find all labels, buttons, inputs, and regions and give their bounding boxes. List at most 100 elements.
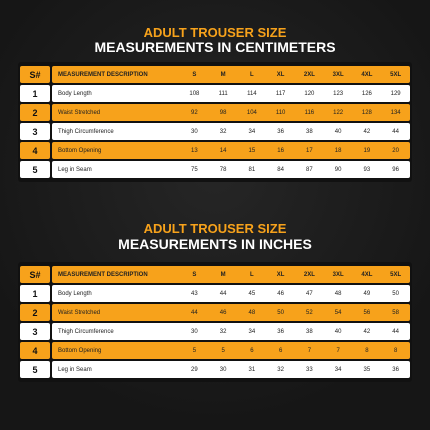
value-cell: 42: [363, 328, 371, 335]
header-cell: 3XL: [332, 71, 344, 78]
table-row: 5 Leg in Seam 75 78 81 84 87 90 93 96: [20, 161, 410, 178]
value-cell: 122: [333, 109, 344, 116]
row-number: 4: [20, 142, 50, 159]
header-cell: S: [192, 71, 197, 78]
header-cell: 4XL: [361, 271, 373, 278]
table-subtitle: MEASUREMENTS IN CENTIMETERS: [94, 39, 336, 55]
header-cell: MEASUREMENT DESCRIPTION: [58, 71, 148, 78]
value-cell: 45: [248, 290, 256, 297]
value-cell: 44: [191, 309, 198, 316]
header-cell: L: [250, 71, 254, 78]
value-cell: 32: [219, 128, 227, 135]
description-cell: Body Length: [58, 90, 92, 97]
table-row: 3 Thigh Circumference 30 32 34 36 38 40 42 44: [20, 323, 410, 340]
value-cell: 110: [275, 109, 286, 116]
value-cell: 52: [306, 309, 313, 316]
value-cell: 49: [363, 290, 371, 297]
value-cell: 42: [363, 128, 371, 135]
value-cell: 50: [277, 309, 284, 316]
value-cell: 43: [191, 290, 198, 297]
row-number: 3: [20, 323, 50, 340]
row-cells: Waist Stretched 92 98 104 110 116 122 128 134: [52, 104, 410, 121]
value-cell: 90: [334, 166, 342, 173]
value-cell: 111: [218, 90, 228, 97]
value-cell: 34: [334, 366, 342, 373]
value-cell: 78: [219, 166, 227, 173]
size-table: S# MEASUREMENT DESCRIPTION S M L XL 2XL 3XL 4XL 5…: [18, 62, 412, 182]
row-cells: Thigh Circumference 30 32 34 36 38 40 42 44: [52, 323, 410, 340]
value-cell: 47: [306, 290, 313, 297]
table-title: ADULT TROUSER SIZE: [143, 25, 287, 40]
value-cell: 36: [392, 366, 399, 373]
table-row: 1 Body Length 43 44 45 46 47 48 49 50: [20, 285, 410, 302]
table-row: 2 Waist Stretched 92 98 104 110 116 122 128 134: [20, 104, 410, 121]
value-cell: 54: [334, 309, 342, 316]
row-number: 5: [20, 161, 50, 178]
value-cell: 5: [192, 347, 197, 354]
value-cell: 46: [277, 290, 284, 297]
value-cell: 56: [363, 309, 371, 316]
value-cell: 48: [334, 290, 342, 297]
table-row: 4 Bottom Opening 13 14 15 16 17 18 19 20: [20, 142, 410, 159]
value-cell: 96: [392, 166, 399, 173]
table-row: 4 Bottom Opening 5 5 6 6 7 7 8 8: [20, 342, 410, 359]
table-row: 5 Leg in Seam 29 30 31 32 33 34 35 36: [20, 361, 410, 378]
header-cell: S#: [20, 66, 50, 83]
header-cell: 5XL: [390, 71, 402, 78]
row-number: 1: [20, 285, 50, 302]
value-cell: 93: [363, 166, 371, 173]
row-cells: Bottom Opening 13 14 15 16 17 18 19 20: [52, 142, 410, 159]
value-cell: 84: [277, 166, 284, 173]
value-cell: 46: [219, 309, 227, 316]
value-cell: 15: [248, 147, 256, 154]
description-cell: Thigh Circumference: [58, 328, 114, 335]
header-cell: 4XL: [361, 71, 373, 78]
value-cell: 128: [361, 109, 372, 116]
header-cells: MEASUREMENT DESCRIPTION S M L XL 2XL 3XL 4XL 5XL: [52, 66, 410, 83]
header-cell: MEASUREMENT DESCRIPTION: [58, 271, 148, 278]
row-number: 3: [20, 123, 50, 140]
value-cell: 33: [306, 366, 313, 373]
value-cell: 38: [306, 128, 313, 135]
value-cell: 36: [277, 128, 284, 135]
value-cell: 129: [390, 90, 401, 97]
value-cell: 19: [363, 147, 371, 154]
header-cell: L: [250, 271, 254, 278]
value-cell: 6: [278, 347, 283, 354]
table-row: 3 Thigh Circumference 30 32 34 36 38 40 42 44: [20, 123, 410, 140]
value-cell: 126: [361, 90, 372, 97]
table-row: 1 Body Length 108 111 114 117 120 123 126 129: [20, 85, 410, 102]
value-cell: 36: [277, 328, 284, 335]
value-cell: 50: [392, 290, 399, 297]
row-number: 4: [20, 342, 50, 359]
description-cell: Bottom Opening: [58, 147, 102, 154]
value-cell: 17: [306, 147, 313, 154]
description-cell: Waist Stretched: [58, 309, 101, 316]
value-cell: 58: [392, 309, 399, 316]
value-cell: 30: [219, 366, 227, 373]
row-cells: Bottom Opening 5 5 6 6 7 7 8 8: [52, 342, 410, 359]
value-cell: 30: [191, 128, 198, 135]
description-cell: Thigh Circumference: [58, 128, 114, 135]
value-cell: 44: [392, 128, 399, 135]
table-subtitle: MEASUREMENTS IN INCHES: [118, 236, 312, 252]
value-cell: 13: [191, 147, 198, 154]
header-cell: 3XL: [332, 271, 344, 278]
description-cell: Leg in Seam: [58, 366, 92, 373]
value-cell: 29: [191, 366, 198, 373]
row-number: 5: [20, 361, 50, 378]
value-cell: 40: [334, 128, 342, 135]
value-cell: 81: [248, 166, 256, 173]
description-cell: Bottom Opening: [58, 347, 102, 354]
value-cell: 134: [390, 109, 401, 116]
value-cell: 6: [250, 347, 254, 354]
header-cell: 5XL: [390, 271, 402, 278]
value-cell: 44: [219, 290, 227, 297]
value-cell: 48: [248, 309, 256, 316]
value-cell: 120: [304, 90, 315, 97]
description-cell: Leg in Seam: [58, 166, 92, 173]
value-cell: 44: [392, 328, 399, 335]
value-cell: 18: [334, 147, 342, 154]
value-cell: 16: [277, 147, 284, 154]
